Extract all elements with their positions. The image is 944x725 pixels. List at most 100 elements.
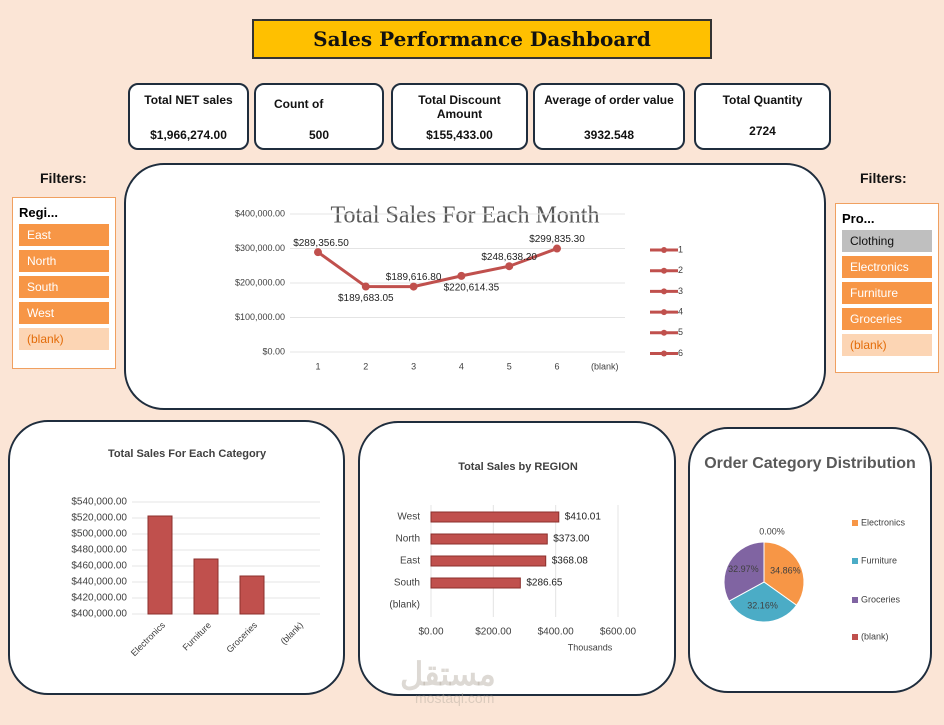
legend-label: 5 <box>678 327 683 337</box>
kpi-card: Total Quantity 2724 <box>694 83 831 150</box>
watermark: mostaql.com <box>415 690 495 706</box>
kpi-label: Count of <box>274 97 324 111</box>
legend-swatch <box>852 520 858 526</box>
data-label: 32.97% <box>728 564 759 574</box>
kpi-value: $155,433.00 <box>426 128 493 142</box>
slicer-item[interactable]: South <box>19 276 109 298</box>
pie-panel <box>688 427 932 693</box>
pie-slice <box>763 541 805 606</box>
pie-slice <box>723 541 765 602</box>
y-tick-label: South <box>394 578 420 589</box>
legend-marker <box>661 247 667 253</box>
y-tick-label: $100,000.00 <box>235 312 285 322</box>
point <box>409 282 418 291</box>
data-label: $289,356.50 <box>293 238 349 249</box>
legend-swatch <box>852 634 858 640</box>
legend-marker <box>661 329 667 336</box>
x-tick-label: 3 <box>411 361 416 371</box>
product-slicer: Pro... Clothing Electronics Furniture Gr… <box>835 203 939 373</box>
y-tick-label: $420,000.00 <box>71 593 127 604</box>
x-tick-label: 5 <box>507 361 512 371</box>
y-tick-label: West <box>397 512 420 523</box>
chart-title: Total Sales by REGION <box>458 461 578 473</box>
kpi-value: 2724 <box>749 124 776 138</box>
kpi-label: Total NET sales <box>144 93 233 107</box>
kpi-value: 500 <box>308 128 330 142</box>
data-label: $189,616.80 <box>386 272 442 283</box>
slicer-item[interactable]: Clothing <box>842 230 932 252</box>
x-tick-label: $600.00 <box>600 627 637 638</box>
legend-swatch <box>852 558 858 564</box>
y-tick-label: $460,000.00 <box>71 561 127 572</box>
point <box>553 244 561 253</box>
filter-heading: Filters: <box>860 170 907 186</box>
y-tick-label: $0.00 <box>262 346 285 356</box>
line-series <box>317 247 558 289</box>
kpi-label: Total Discount Amount <box>418 93 501 121</box>
y-tick-label: $200,000.00 <box>235 277 285 287</box>
filter-heading: Filters: <box>40 170 87 186</box>
legend-label: Groceries <box>861 594 901 604</box>
data-label: 34.86% <box>770 565 801 575</box>
legend-label: 2 <box>678 265 683 275</box>
point <box>457 271 466 280</box>
kpi-card: Average of order value 3932.548 <box>533 83 685 150</box>
bar <box>430 511 560 523</box>
slicer-title: Pro... <box>842 211 875 226</box>
x-tick-label: Electronics <box>129 620 168 659</box>
kpi-label: Average of order value <box>544 93 674 107</box>
chart-title: Total Sales For Each Category <box>108 448 267 460</box>
data-label: $220,614.35 <box>444 283 500 294</box>
legend-marker <box>661 288 667 295</box>
data-label: $299,835.30 <box>529 234 585 245</box>
data-label: $248,638.20 <box>481 252 537 263</box>
data-label: $368.08 <box>552 556 589 567</box>
legend-swatch <box>852 597 858 603</box>
x-tick-label: 1 <box>315 361 320 371</box>
x-tick-label: 6 <box>554 361 559 371</box>
y-tick-label: $440,000.00 <box>71 577 127 588</box>
legend-marker <box>661 309 667 316</box>
kpi-value: $1,966,274.00 <box>150 128 227 142</box>
data-label: 32.16% <box>747 600 778 610</box>
legend-label: 3 <box>678 286 683 296</box>
slicer-item[interactable]: Groceries <box>842 308 932 330</box>
dashboard-title: Sales Performance Dashboard <box>252 19 712 59</box>
data-label: $410.01 <box>565 512 602 523</box>
x-axis-title: Thousands <box>568 642 613 652</box>
slicer-item[interactable]: East <box>19 224 109 246</box>
y-tick-label: $480,000.00 <box>71 545 127 556</box>
x-tick-label: (blank) <box>279 620 306 647</box>
kpi-card: Count of 500 <box>254 83 384 150</box>
legend-label: Furniture <box>861 555 897 565</box>
chart-title: Total Sales For Each Month <box>331 203 600 229</box>
bar <box>147 515 173 615</box>
bar <box>430 533 548 545</box>
slicer-item[interactable]: Furniture <box>842 282 932 304</box>
pie-title: Order Category Distribution <box>704 455 916 472</box>
x-tick-label: $0.00 <box>418 627 443 638</box>
slicer-item[interactable]: (blank) <box>842 334 932 356</box>
y-tick-label: $300,000.00 <box>235 243 285 253</box>
y-tick-label: East <box>400 556 420 567</box>
x-tick-label: $400.00 <box>538 627 575 638</box>
slicer-item[interactable]: North <box>19 250 109 272</box>
data-label: $189,683.05 <box>338 293 394 304</box>
y-tick-label: (blank) <box>389 600 420 611</box>
slicer-item[interactable]: Electronics <box>842 256 932 278</box>
kpi-label: Total Quantity <box>722 93 803 107</box>
slicer-item[interactable]: (blank) <box>19 328 109 350</box>
bar <box>193 558 219 615</box>
slicer-title: Regi... <box>19 205 59 220</box>
data-label: $286.65 <box>526 578 563 589</box>
y-tick-label: $500,000.00 <box>71 529 127 540</box>
line-panel <box>124 163 826 410</box>
slicer-item[interactable]: West <box>19 302 109 324</box>
x-tick-label: 4 <box>459 361 464 371</box>
y-tick-label: $520,000.00 <box>71 513 127 524</box>
region-slicer: Regi... East North South West (blank) <box>12 197 116 369</box>
kpi-card: Total NET sales $1,966,274.00 <box>128 83 249 150</box>
x-tick-label: Groceries <box>224 620 259 655</box>
